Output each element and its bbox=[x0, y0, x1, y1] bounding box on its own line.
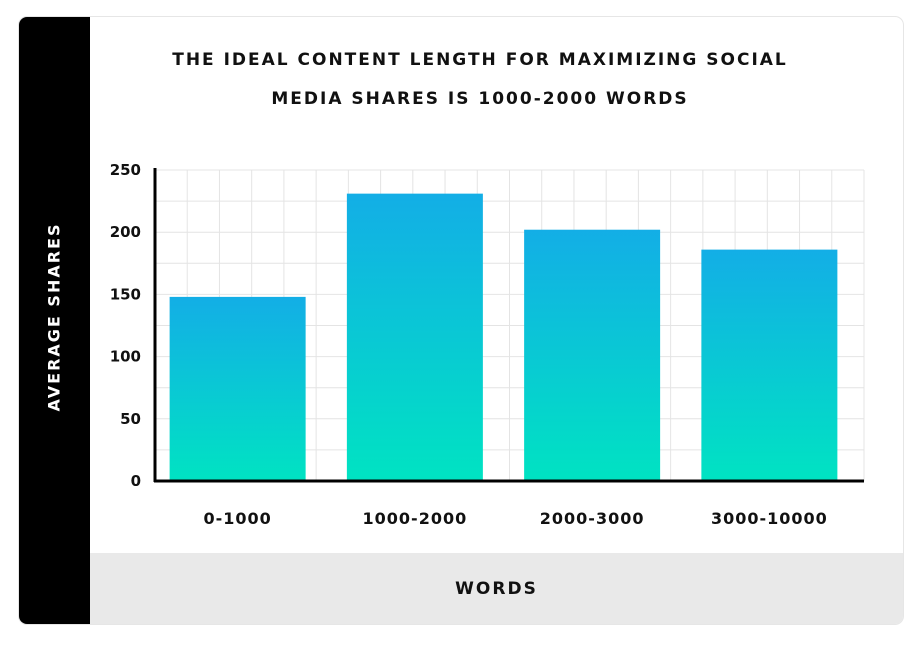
chart-title-line-1: THE IDEAL CONTENT LENGTH FOR MAXIMIZING … bbox=[172, 50, 788, 70]
y-tick-label: 0 bbox=[131, 472, 141, 490]
x-tick-label: 2000-3000 bbox=[540, 509, 645, 528]
y-tick-label: 50 bbox=[120, 410, 141, 428]
y-tick-label: 100 bbox=[110, 348, 141, 366]
y-tick-label: 250 bbox=[110, 161, 141, 179]
bar bbox=[169, 296, 306, 481]
chart-title-line-2: MEDIA SHARES IS 1000-2000 WORDS bbox=[271, 89, 689, 109]
x-tick-label: 0-1000 bbox=[203, 509, 271, 528]
bars bbox=[169, 193, 838, 482]
x-category-labels: 0-1000 1000-2000 2000-3000 3000-10000 bbox=[203, 509, 828, 528]
y-tick-labels: 0 50 100 150 200 250 bbox=[110, 161, 141, 490]
axes bbox=[153, 168, 864, 483]
bar bbox=[346, 193, 483, 482]
x-tick-label: 1000-2000 bbox=[363, 509, 468, 528]
y-tick-label: 200 bbox=[110, 223, 141, 241]
bar bbox=[701, 249, 838, 481]
x-axis-label-band: WORDS bbox=[90, 553, 903, 624]
x-axis-label: WORDS bbox=[455, 579, 538, 599]
y-tick-label: 150 bbox=[110, 285, 141, 303]
y-axis-label-band: AVERAGE SHARES bbox=[19, 17, 90, 624]
x-tick-label: 3000-10000 bbox=[711, 509, 828, 528]
bar bbox=[524, 229, 661, 481]
